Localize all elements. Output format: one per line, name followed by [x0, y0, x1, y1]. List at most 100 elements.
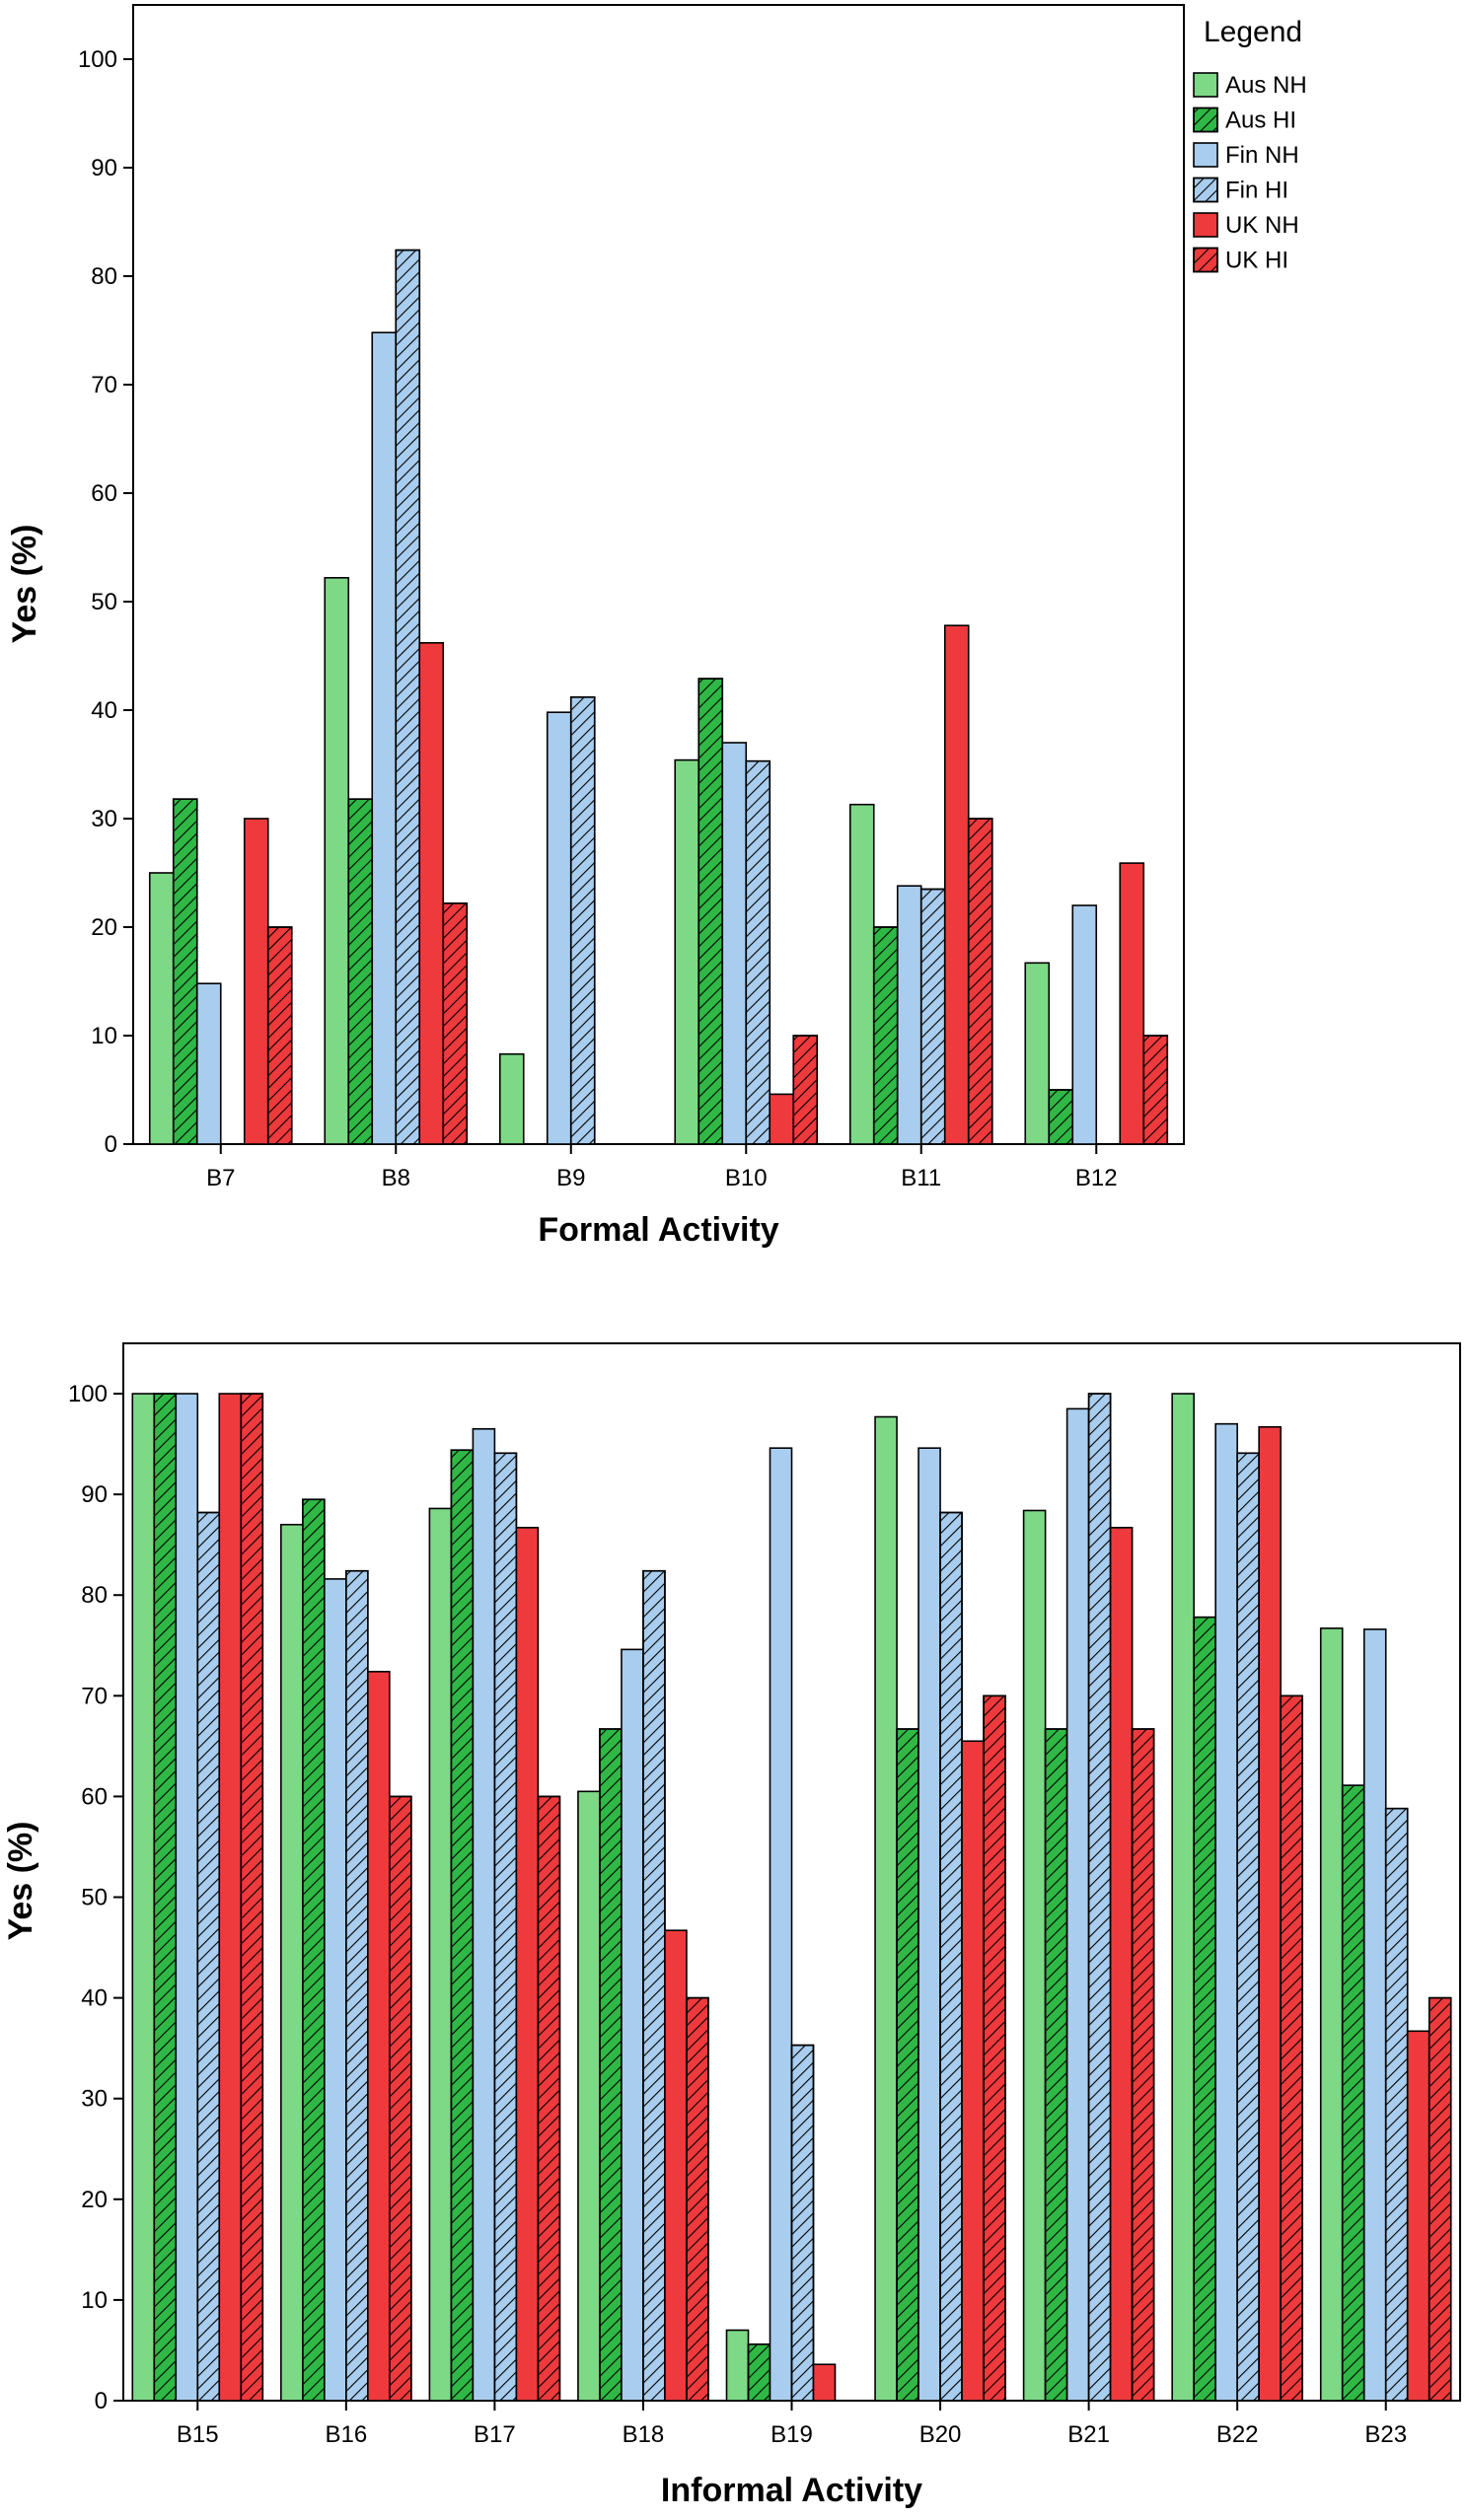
bar	[1214, 1422, 1238, 2402]
legend-label: Fin HI	[1225, 178, 1288, 204]
bar-hatch	[569, 695, 596, 1145]
y-tick-label: 60	[81, 1783, 108, 1810]
informal-activity-chart: 0 10 20 30 40 50 60 70 80 90 100 B15 B16 B17 B18 B19 B20…	[2, 1342, 1461, 2509]
bar-hatch	[939, 1511, 963, 2402]
bar-hatch	[347, 798, 374, 1145]
bar	[371, 331, 398, 1145]
y-tick-label: 20	[91, 914, 117, 941]
y-tick-label: 10	[81, 2287, 108, 2314]
bar-hatch	[919, 888, 946, 1145]
bar-hatch	[493, 1452, 518, 2402]
formal-activity-chart: 0 10 20 30 40 50 60 70 80 90 100 B7 B8 B9 B10 B11 B12 For…	[6, 4, 1307, 1249]
y-tick-label: 70	[81, 1683, 108, 1709]
x-tick-label: B21	[1067, 2421, 1110, 2448]
bar-hatch	[686, 1996, 709, 2402]
bar	[1171, 1393, 1195, 2402]
bar-hatch	[266, 926, 293, 1145]
y-tick-label: 90	[81, 1481, 108, 1508]
bar-hatch	[442, 901, 469, 1145]
bar-hatch	[395, 249, 421, 1145]
bar-hatch	[196, 1511, 221, 2402]
bar	[367, 1671, 391, 2402]
legend-label: UK HI	[1225, 248, 1288, 274]
bar	[896, 885, 922, 1145]
bar	[961, 1740, 985, 2402]
y-tick-label: 10	[91, 1023, 117, 1049]
bar	[577, 1790, 601, 2402]
bar	[1065, 1407, 1090, 2402]
bar	[1071, 904, 1098, 1145]
bar-hatch	[1384, 1807, 1409, 2402]
legend-title: Legend	[1204, 16, 1302, 48]
bar	[546, 711, 572, 1145]
bar	[1406, 2030, 1431, 2402]
bar-hatch	[792, 1035, 819, 1145]
bar-hatch	[172, 798, 198, 1145]
bar	[812, 2363, 837, 2402]
bar	[674, 758, 700, 1145]
x-tick-label: B16	[325, 2421, 367, 2448]
bar-hatch	[599, 1728, 623, 2402]
y-tick-label: 100	[78, 46, 117, 73]
bar-hatch	[1142, 1035, 1169, 1145]
y-tick-label: 70	[91, 372, 117, 398]
bar	[428, 1507, 453, 2402]
bar	[280, 1523, 304, 2402]
bar	[1258, 1425, 1282, 2402]
x-axis-title: Formal Activity	[538, 1211, 778, 1249]
legend-swatch	[1193, 212, 1218, 238]
y-tick-label: 50	[81, 1885, 108, 1911]
legend: Legend Aus NH Aus HI Fin NH Fin HI UK NH UK HI	[1193, 16, 1307, 274]
y-tick-label: 90	[91, 155, 117, 181]
plot-frame	[132, 4, 1185, 1145]
y-tick-label: 30	[81, 2086, 108, 2113]
y-tick-label: 80	[91, 263, 117, 290]
y-tick-label: 0	[95, 2388, 108, 2414]
legend-label: Aus NH	[1225, 72, 1307, 99]
bar-hatch	[1131, 1728, 1155, 2402]
bar-hatch	[745, 759, 771, 1145]
bar	[848, 803, 875, 1145]
bar	[195, 982, 222, 1145]
bar-hatch	[1341, 1784, 1365, 2402]
x-tick-label: B9	[556, 1165, 585, 1191]
bar	[324, 1578, 347, 2402]
x-tick-label: B22	[1216, 2421, 1259, 2448]
x-tick-label: B17	[474, 2421, 516, 2448]
x-tick-label: B19	[771, 2421, 813, 2448]
bar	[243, 818, 269, 1145]
bar	[725, 2329, 750, 2402]
legend-swatch-hatch	[1193, 177, 1218, 203]
legend-label: Aus HI	[1225, 108, 1296, 134]
bar	[621, 1648, 644, 2402]
bar-hatch	[1428, 1996, 1452, 2402]
bar	[1024, 962, 1051, 1145]
bar	[874, 1415, 898, 2402]
y-tick-label: 80	[81, 1582, 108, 1609]
x-tick-label: B7	[206, 1165, 235, 1191]
bar	[175, 1393, 199, 2402]
legend-label: Fin NH	[1225, 142, 1299, 169]
bar	[664, 1929, 688, 2402]
y-tick-label: 60	[91, 480, 117, 507]
x-tick-label: B20	[919, 2421, 962, 2448]
x-tick-label: B11	[901, 1165, 941, 1191]
x-axis-title: Informal Activity	[661, 2472, 922, 2509]
legend-swatch-hatch	[1193, 107, 1218, 133]
y-tick-label: 100	[68, 1381, 108, 1407]
bar-hatch	[1048, 1089, 1074, 1145]
bar-hatch	[872, 926, 899, 1145]
bar-hatch	[1193, 1616, 1216, 2402]
bar	[148, 872, 175, 1145]
bar	[324, 576, 350, 1145]
y-tick-label: 30	[91, 806, 117, 832]
y-tick-label: 40	[91, 697, 117, 724]
bar-hatch	[983, 1694, 1006, 2402]
bar-hatch	[1087, 1393, 1112, 2402]
bar-hatch	[389, 1795, 412, 2402]
bar	[1109, 1527, 1134, 2402]
y-axis-title: Yes (%)	[6, 525, 43, 644]
bar	[1319, 1627, 1344, 2402]
y-tick-label: 20	[81, 2187, 108, 2213]
